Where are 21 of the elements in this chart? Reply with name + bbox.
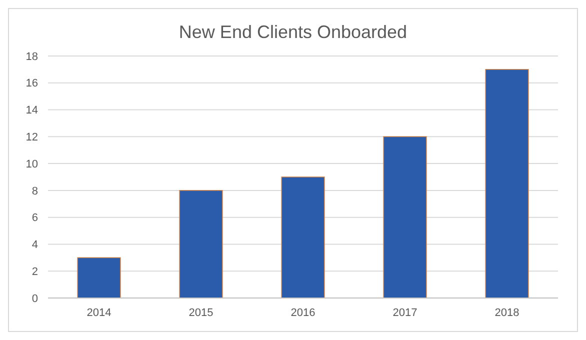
y-tick-label: 12 bbox=[26, 132, 38, 144]
bar bbox=[383, 136, 427, 298]
y-tick-label: 4 bbox=[32, 239, 38, 252]
bar bbox=[281, 176, 325, 298]
y-tick-label: 8 bbox=[32, 185, 38, 198]
x-tick-label: 2018 bbox=[494, 307, 520, 319]
x-tick-label: 2017 bbox=[392, 307, 418, 319]
x-tick-label: 2015 bbox=[188, 307, 214, 319]
y-tick-label: 0 bbox=[32, 292, 38, 305]
chart-title: New End Clients Onboarded bbox=[178, 22, 408, 42]
bar bbox=[179, 190, 223, 298]
y-tick-label: 18 bbox=[26, 50, 38, 63]
y-tick-label: 16 bbox=[26, 78, 38, 90]
x-tick-label: 2014 bbox=[86, 307, 112, 319]
y-tick-label: 2 bbox=[32, 266, 38, 278]
y-tick-label: 14 bbox=[26, 104, 38, 117]
bar bbox=[485, 69, 529, 298]
y-tick-label: 6 bbox=[32, 212, 38, 224]
x-tick-label: 2016 bbox=[290, 307, 316, 319]
bar bbox=[77, 257, 121, 298]
y-tick-label: 10 bbox=[26, 158, 38, 170]
